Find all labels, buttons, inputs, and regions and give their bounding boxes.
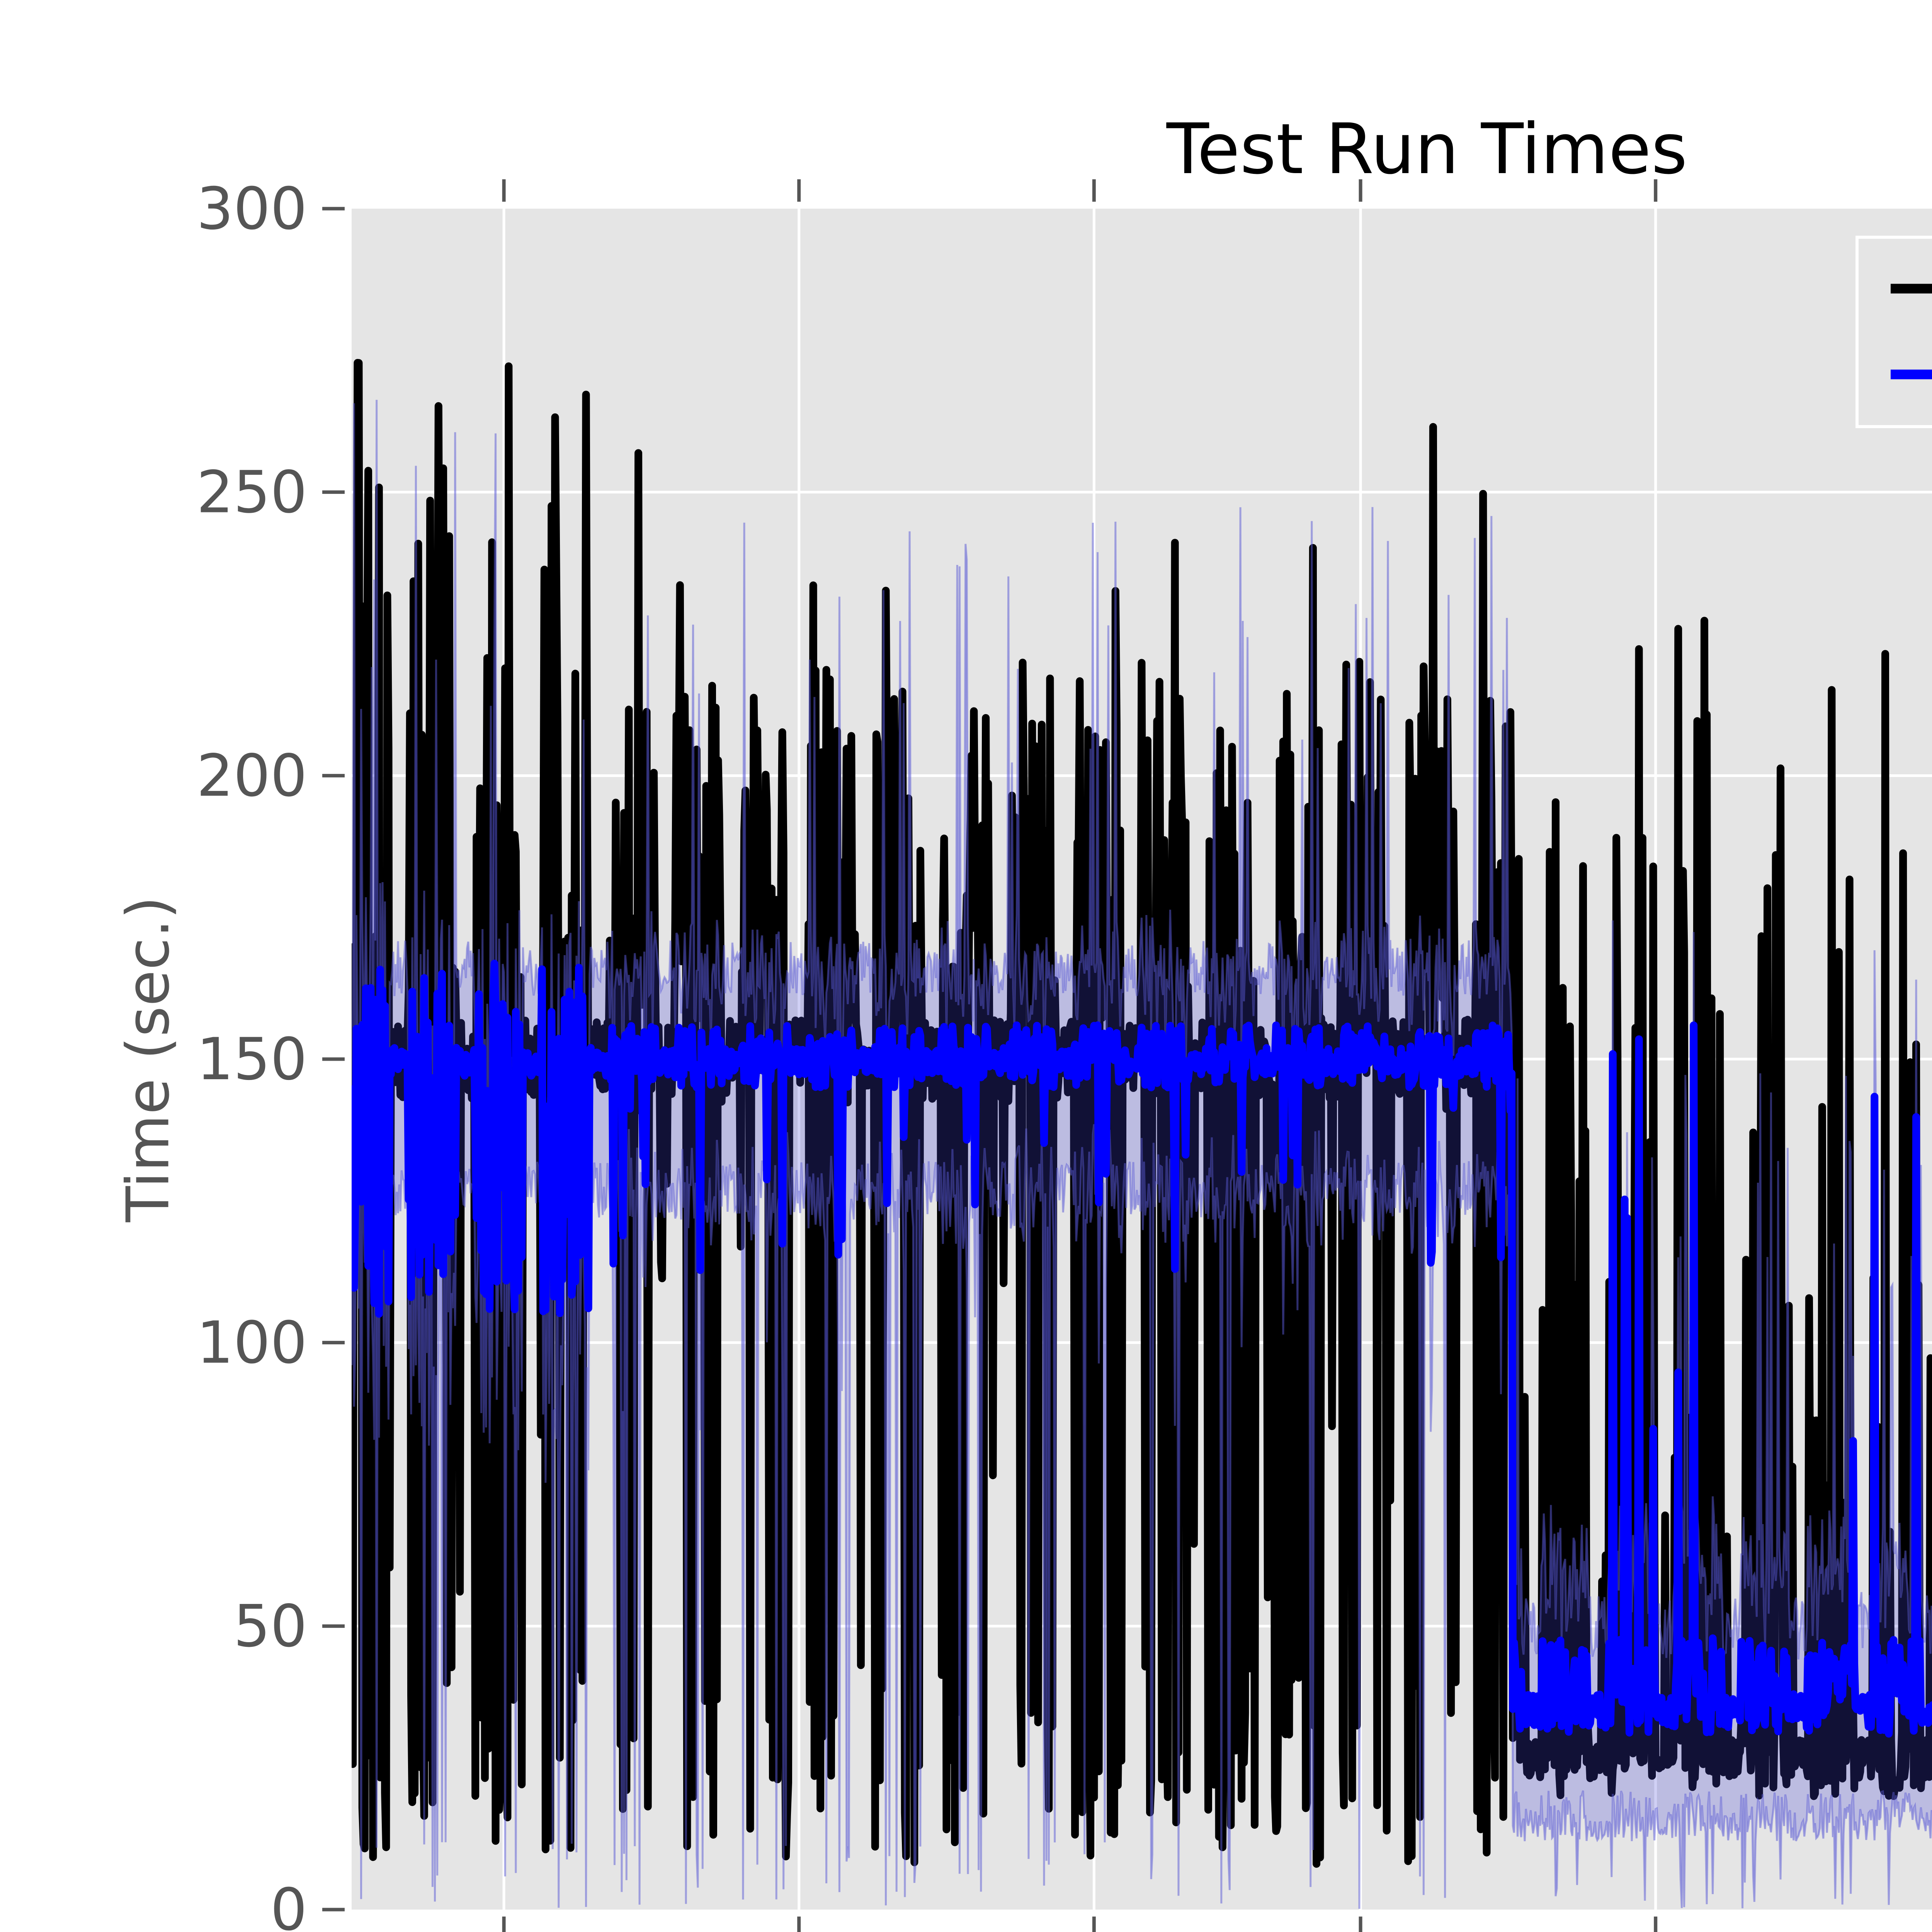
avg-run-time-line: [352, 959, 1932, 1738]
tick-label-group: 050100150200250300Dec 2014Jan 2015Feb 20…: [197, 175, 307, 1932]
chart-title: Test Run Times: [1166, 109, 1687, 190]
std-band: [352, 400, 1932, 1909]
y-tick-label: 150: [197, 1026, 307, 1093]
run-time-line: [352, 359, 1932, 1868]
y-tick-label: 200: [197, 742, 307, 810]
y-tick-label: 50: [233, 1593, 307, 1660]
y-tick-label: 0: [270, 1876, 307, 1932]
std-band-upper-edge: [352, 400, 1932, 1660]
tick-group: [322, 179, 1658, 1932]
y-tick-label: 100: [197, 1310, 307, 1377]
series-group: [352, 359, 1932, 1909]
y-tick-label: 250: [197, 459, 307, 526]
y-axis-label: Time (sec.): [114, 896, 182, 1223]
legend-box: [1855, 236, 1932, 428]
legend: Run Time Avg. Run Time: [1855, 236, 1932, 428]
y-tick-label: 300: [197, 175, 307, 243]
